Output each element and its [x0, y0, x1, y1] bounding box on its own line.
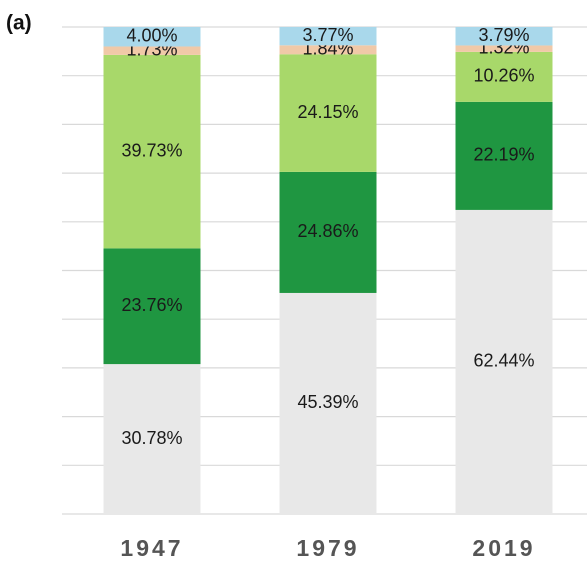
data-label: 3.79% [478, 25, 529, 45]
bar-segment [279, 54, 377, 172]
data-label: 24.15% [297, 102, 358, 122]
bar-segment [103, 364, 201, 514]
data-label: 22.19% [473, 145, 534, 165]
bar-segment [455, 27, 553, 46]
chart-title: (a) [6, 12, 32, 35]
bar-segment [103, 46, 201, 55]
bar-segment [103, 54, 201, 249]
data-label: 30.78% [121, 428, 182, 448]
x-tick-label: 2019 [472, 535, 535, 561]
bar-segment [455, 51, 553, 102]
data-label: 24.86% [297, 221, 358, 241]
bar-segment [279, 26, 377, 46]
data-label: 45.39% [297, 392, 358, 412]
data-label: 23.76% [121, 295, 182, 315]
bar-segment [279, 292, 377, 514]
x-tick-label: 1947 [120, 535, 183, 561]
bar-segment [279, 45, 377, 55]
data-label: 4.00% [126, 25, 177, 45]
x-tick-label: 1979 [296, 535, 359, 561]
data-label: 3.77% [302, 25, 353, 45]
bar-segment [455, 45, 553, 52]
data-label: 39.73% [121, 140, 182, 160]
bar-segment [103, 248, 201, 365]
bar-segment [455, 209, 553, 514]
data-label: 62.44% [473, 351, 534, 371]
data-label: 10.26% [473, 66, 534, 86]
bar-segment [455, 101, 553, 210]
bar-segment [279, 171, 377, 293]
bar-segment [103, 27, 201, 47]
